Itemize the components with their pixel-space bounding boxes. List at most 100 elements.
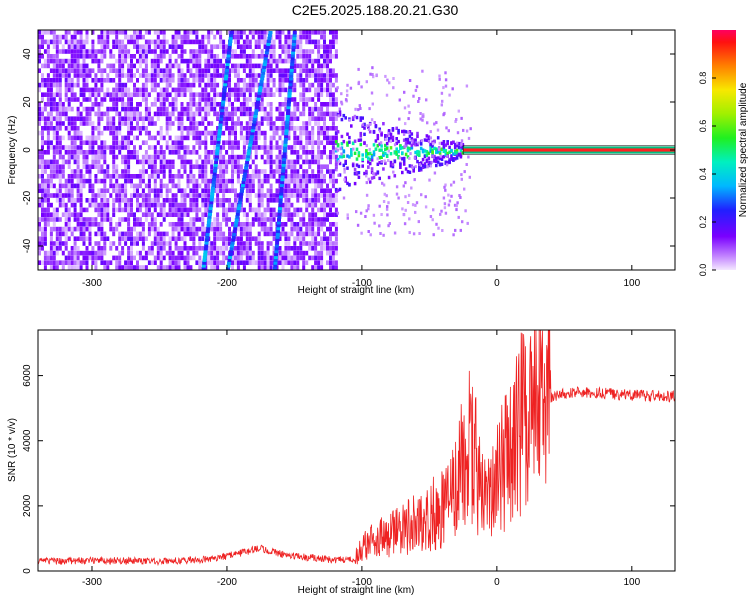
heatmap-cell — [222, 174, 226, 179]
heatmap-cell — [138, 202, 142, 208]
heatmap-cell — [242, 78, 246, 83]
heatmap-cell — [115, 198, 119, 203]
heatmap-cell — [159, 246, 163, 251]
heatmap-cell — [43, 250, 47, 256]
heatmap-cell — [79, 178, 83, 184]
heatmap-cell — [171, 250, 175, 256]
heatmap-cell — [278, 135, 282, 141]
heatmap-cell — [171, 164, 175, 169]
x-tick-label: 100 — [623, 278, 640, 289]
heatmap-cell — [115, 193, 119, 198]
heatmap-cell — [136, 116, 139, 121]
heatmap-cell — [49, 116, 53, 121]
heatmap-cell — [314, 73, 318, 78]
heatmap-cell — [38, 111, 41, 117]
heatmap-cell — [192, 226, 196, 232]
heatmap-cell — [195, 140, 199, 145]
heatmap-cell — [156, 265, 160, 270]
heatmap-cell — [49, 68, 53, 73]
heatmap-cell — [171, 73, 175, 78]
heatmap-cell — [311, 49, 315, 54]
heatmap-cell — [49, 231, 53, 237]
heatmap-scatter-cell — [361, 116, 364, 120]
heatmap-cell — [147, 44, 151, 49]
heatmap-cell — [106, 260, 110, 265]
heatmap-cell — [225, 116, 229, 121]
heatmap-cell — [183, 255, 187, 261]
heatmap-cell — [115, 188, 119, 193]
heatmap-cell — [192, 246, 196, 251]
heatmap-cell — [231, 116, 234, 121]
heatmap-cell — [70, 135, 74, 141]
heatmap-cell — [133, 255, 136, 261]
heatmap-cell — [308, 217, 312, 222]
heatmap-cell — [156, 250, 160, 256]
heatmap-cell — [269, 164, 273, 169]
heatmap-cell — [159, 126, 163, 131]
heatmap-cell — [153, 174, 157, 179]
heatmap-cell — [266, 226, 270, 232]
heatmap-cell — [331, 154, 335, 160]
heatmap-cell — [180, 212, 184, 217]
heatmap-cell — [41, 150, 44, 155]
heatmap-cell — [248, 222, 252, 227]
heatmap-cell — [115, 222, 119, 227]
heatmap-cell — [216, 265, 220, 270]
heatmap-cell — [144, 44, 148, 49]
heatmap-cell — [189, 169, 193, 174]
heatmap-cell — [216, 222, 220, 227]
heatmap-speck — [335, 168, 338, 172]
heatmap-scatter-cell — [440, 155, 444, 160]
heatmap-streak-cell — [214, 160, 219, 164]
heatmap-streak-cell — [225, 62, 230, 66]
heatmap-cell — [46, 49, 50, 54]
heatmap-streak-cell — [258, 85, 263, 90]
heatmap-speck — [354, 107, 357, 111]
heatmap-cell — [76, 236, 80, 241]
heatmap-scatter-cell — [346, 143, 349, 147]
heatmap-cell — [162, 174, 166, 179]
heatmap-cell — [326, 102, 329, 107]
heatmap-speck — [465, 163, 468, 166]
heatmap-cell — [317, 207, 321, 213]
heatmap-cell — [245, 58, 249, 64]
heatmap-cell — [144, 30, 148, 35]
heatmap-cell — [251, 102, 255, 107]
heatmap-cell — [103, 30, 107, 35]
heatmap-cell — [311, 63, 315, 69]
heatmap-cell — [136, 183, 139, 189]
heatmap-cell — [168, 63, 172, 69]
heatmap-streak-cell — [267, 33, 272, 38]
heatmap-cell — [263, 39, 267, 45]
heatmap-cell — [242, 54, 246, 59]
heatmap-cell — [49, 97, 53, 102]
heatmap-cell — [189, 236, 193, 241]
heatmap-cell — [112, 44, 116, 49]
heatmap-cell — [156, 111, 160, 117]
heatmap-cell — [266, 188, 270, 193]
heatmap-cell — [326, 188, 329, 193]
heatmap-cell — [177, 121, 181, 126]
heatmap-cell — [130, 231, 133, 237]
heatmap-cell — [124, 58, 128, 64]
heatmap-cell — [213, 135, 217, 141]
heatmap-cell — [138, 169, 142, 174]
heatmap-cell — [61, 183, 65, 189]
heatmap-cell — [124, 178, 128, 184]
heatmap-cell — [234, 207, 237, 213]
heatmap-cell — [231, 111, 234, 117]
heatmap-cell — [293, 212, 297, 217]
heatmap-cell — [38, 164, 41, 169]
heatmap-cell — [127, 140, 131, 145]
heatmap-cell — [106, 212, 110, 217]
heatmap-cell — [133, 111, 136, 117]
heatmap-cell — [201, 97, 205, 102]
heatmap-scatter-cell — [361, 164, 364, 168]
heatmap-cell — [124, 121, 128, 126]
heatmap-cell — [222, 39, 226, 45]
heatmap-cell — [61, 58, 65, 64]
heatmap-cell — [133, 126, 136, 131]
heatmap-streak-cell — [207, 218, 212, 222]
heatmap-cell — [144, 54, 148, 59]
heatmap-cell — [245, 126, 249, 131]
